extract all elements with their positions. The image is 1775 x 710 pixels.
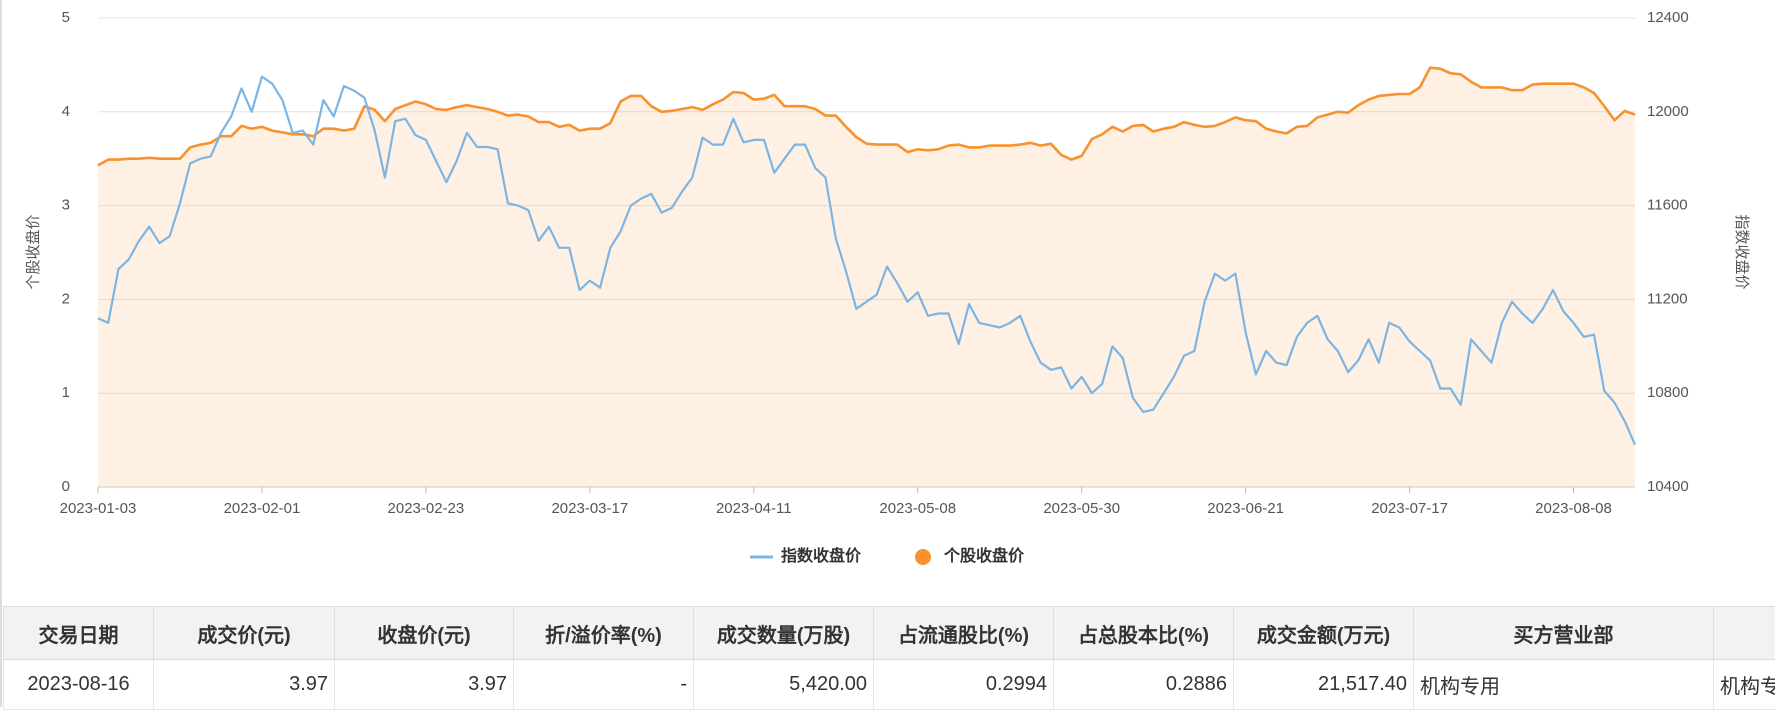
y2-tick-label: 10800 xyxy=(1647,384,1689,401)
header-cell: 成交金额(万元) xyxy=(1234,607,1414,660)
trade-table: 交易日期 成交价(元) 收盘价(元) 折/溢价率(%) 成交数量(万股) 占流通… xyxy=(3,606,1775,710)
x-tick-label: 2023-02-23 xyxy=(388,500,465,517)
header-cell: 占总股本比(%) xyxy=(1054,607,1234,660)
y-tick-label: 2 xyxy=(62,290,70,307)
cell: 0.2886 xyxy=(1054,660,1234,710)
x-tick-label: 2023-06-21 xyxy=(1207,500,1284,517)
x-tick-label: 2023-02-01 xyxy=(224,500,301,517)
y2-tick-label: 11200 xyxy=(1647,290,1688,307)
cell: 21,517.40 xyxy=(1234,660,1414,710)
header-cell: 收盘价(元) xyxy=(335,607,514,660)
x-tick-label: 2023-08-08 xyxy=(1535,500,1612,517)
cell: - xyxy=(514,660,694,710)
legend-label: 个股收盘价 xyxy=(943,546,1025,565)
y-tick-label: 0 xyxy=(62,478,70,495)
cell: 机构专用 xyxy=(1714,660,1775,710)
y2-tick-label: 11600 xyxy=(1647,197,1688,214)
header-cell: 占流通股比(%) xyxy=(874,607,1054,660)
x-tick-label: 2023-07-17 xyxy=(1371,500,1448,517)
legend-label: 指数收盘价 xyxy=(781,546,862,565)
x-tick-label: 2023-04-11 xyxy=(716,500,792,517)
y-axis-title: 个股收盘价 xyxy=(24,214,42,289)
cell: 0.2994 xyxy=(874,660,1054,710)
y2-tick-label: 12000 xyxy=(1647,103,1689,120)
header-cell: 交易日期 xyxy=(4,607,154,660)
y-tick-label: 5 xyxy=(62,9,70,26)
y2-tick-label: 10400 xyxy=(1647,478,1689,495)
cell: 机构专用 xyxy=(1414,660,1714,710)
y-tick-label: 4 xyxy=(62,103,70,120)
x-tick-label: 2023-03-17 xyxy=(551,500,628,517)
header-cell: 成交数量(万股) xyxy=(694,607,874,660)
y-tick-label: 1 xyxy=(62,384,70,401)
x-tick-label: 2023-05-08 xyxy=(879,500,956,517)
legend-marker xyxy=(915,549,931,565)
header-cell: 买方营业部 xyxy=(1414,607,1714,660)
header-cell: 成交价(元) xyxy=(154,607,335,660)
y2-tick-label: 12400 xyxy=(1647,9,1689,26)
x-tick-label: 2023-05-30 xyxy=(1043,500,1120,517)
area xyxy=(98,68,1635,487)
cell: 2023-08-16 xyxy=(4,660,154,710)
header-cell: 折/溢价率(%) xyxy=(514,607,694,660)
y-tick-label: 3 xyxy=(62,197,70,214)
x-tick-label: 2023-01-03 xyxy=(60,500,137,517)
chart: 个股收盘价 指数收盘价 0 1 2 3 4 5 10400 10800 11200 11600 12… xyxy=(0,0,1775,600)
y2-axis-title: 指数收盘价 xyxy=(1733,214,1751,289)
cell: 3.97 xyxy=(154,660,335,710)
cell: 3.97 xyxy=(335,660,514,710)
header-row: 交易日期 成交价(元) 收盘价(元) 折/溢价率(%) 成交数量(万股) 占流通… xyxy=(4,607,1775,660)
cell: 5,420.00 xyxy=(694,660,874,710)
header-cell xyxy=(1714,607,1775,660)
data-row: 2023-08-16 3.97 3.97 - 5,420.00 0.2994 0… xyxy=(4,660,1775,710)
